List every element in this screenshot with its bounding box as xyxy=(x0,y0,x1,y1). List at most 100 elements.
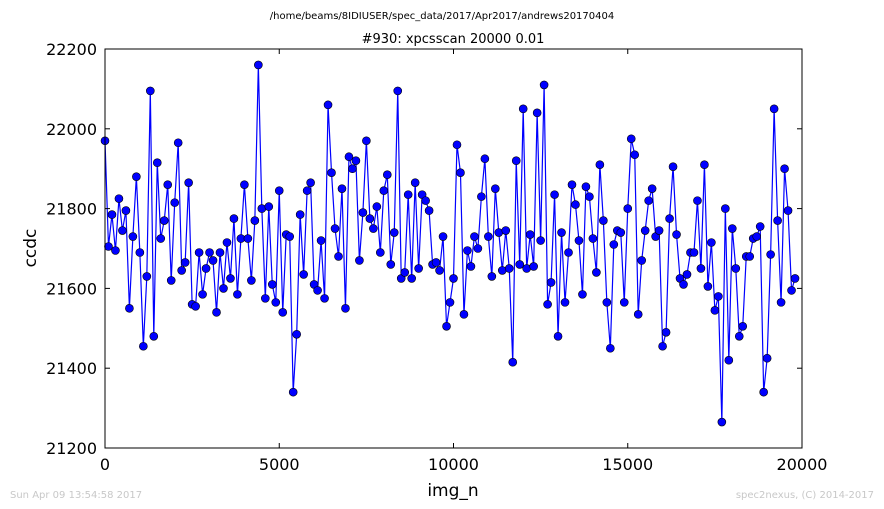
data-point xyxy=(445,298,455,307)
data-point xyxy=(536,236,545,245)
data-point xyxy=(267,280,277,289)
data-point xyxy=(769,104,779,114)
data-point xyxy=(274,186,284,195)
data-point xyxy=(295,210,305,219)
data-point xyxy=(240,180,249,189)
data-point xyxy=(679,280,688,289)
data-point xyxy=(208,256,218,265)
x-tick-label: 20000 xyxy=(777,455,828,474)
data-point xyxy=(721,204,730,213)
data-point xyxy=(501,226,511,235)
data-point xyxy=(306,178,315,187)
data-point xyxy=(104,242,113,251)
data-point xyxy=(574,236,584,245)
data-point xyxy=(599,216,608,225)
data-point xyxy=(776,298,786,307)
data-point xyxy=(219,284,228,293)
data-point xyxy=(487,272,497,281)
data-point xyxy=(403,190,413,199)
data-point xyxy=(327,168,336,177)
data-point xyxy=(407,274,416,283)
data-point xyxy=(714,292,723,301)
data-point xyxy=(163,180,173,189)
data-point xyxy=(271,298,281,307)
x-axis-label: img_n xyxy=(427,481,478,501)
data-point xyxy=(250,216,260,225)
data-point xyxy=(351,156,361,166)
data-point xyxy=(456,168,465,177)
data-point xyxy=(654,226,664,235)
data-point xyxy=(539,80,549,90)
data-point xyxy=(668,162,678,172)
data-point xyxy=(707,238,716,247)
data-point xyxy=(463,246,472,255)
data-point xyxy=(424,206,434,215)
data-point xyxy=(606,343,615,353)
data-point xyxy=(254,60,263,70)
data-point xyxy=(139,341,148,351)
footer-credit: spec2nexus, (C) 2014-2017 xyxy=(736,490,874,501)
data-point xyxy=(532,108,542,118)
data-point xyxy=(180,258,190,267)
data-point xyxy=(194,248,204,257)
data-point xyxy=(205,248,214,257)
data-point xyxy=(745,252,755,261)
data-point xyxy=(571,200,580,209)
data-point xyxy=(682,270,692,279)
data-point xyxy=(389,228,399,237)
y-tick-label: 21400 xyxy=(46,359,97,378)
data-point xyxy=(762,353,772,363)
chart-title: #930: xpcsscan 20000 0.01 xyxy=(362,32,545,47)
data-point xyxy=(727,224,737,233)
data-point xyxy=(633,310,643,319)
data-point xyxy=(672,230,681,239)
data-point xyxy=(344,152,354,162)
data-point xyxy=(233,290,242,299)
data-point xyxy=(658,341,667,351)
data-point xyxy=(142,272,152,281)
data-point xyxy=(473,244,483,253)
axis-ticks: 0 5000 10000 15000 20000 21200 21400 21600 21800… xyxy=(46,40,827,474)
data-point xyxy=(567,180,577,189)
data-point xyxy=(184,178,193,187)
data-point xyxy=(365,214,375,223)
data-point xyxy=(491,184,500,193)
data-point xyxy=(337,184,347,193)
data-point xyxy=(285,232,295,241)
data-point xyxy=(466,262,476,271)
data-point xyxy=(358,208,368,217)
data-point xyxy=(560,298,570,307)
data-point xyxy=(261,294,270,303)
data-point xyxy=(414,264,423,273)
data-point xyxy=(114,194,124,203)
data-point xyxy=(438,232,448,241)
data-point xyxy=(111,246,120,255)
data-point xyxy=(480,154,490,164)
data-point xyxy=(585,192,594,201)
data-point xyxy=(449,274,458,283)
data-point xyxy=(118,226,127,235)
data-point xyxy=(313,286,322,295)
data-point xyxy=(780,164,789,173)
data-point xyxy=(696,264,706,273)
data-point xyxy=(508,357,518,367)
data-point xyxy=(201,264,211,273)
data-point xyxy=(341,304,350,313)
x-tick-label: 0 xyxy=(100,455,110,474)
data-point xyxy=(647,184,657,193)
data-point xyxy=(717,417,727,427)
data-point xyxy=(135,248,145,257)
data-point xyxy=(316,236,326,245)
data-point xyxy=(348,164,357,173)
data-point xyxy=(525,230,535,239)
data-point xyxy=(177,266,186,275)
data-point xyxy=(783,206,793,215)
data-point xyxy=(121,206,131,215)
data-point xyxy=(790,274,800,283)
data-point xyxy=(619,298,629,307)
data-point xyxy=(107,210,117,219)
data-point xyxy=(191,302,200,311)
data-point xyxy=(546,278,556,287)
data-point xyxy=(738,322,748,331)
